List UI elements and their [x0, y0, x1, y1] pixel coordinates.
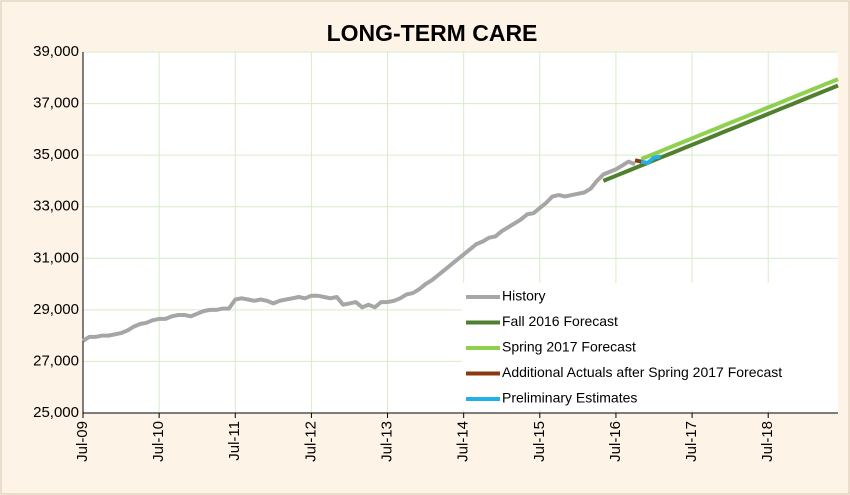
legend-label: Spring 2017 Forecast [502, 339, 636, 355]
x-tick-label: Jul-12 [302, 421, 319, 462]
chart-title: LONG-TERM CARE [327, 20, 538, 46]
y-tick-label: 33,000 [33, 198, 79, 215]
series-line [640, 77, 839, 161]
x-tick-label: Jul-16 [607, 421, 624, 462]
y-tick-label: 25,000 [33, 404, 79, 421]
legend-label: Additional Actuals after Spring 2017 For… [502, 364, 782, 380]
x-tick-label: Jul-13 [379, 421, 396, 462]
x-tick-label: Jul-09 [74, 421, 91, 462]
series-line [602, 83, 839, 183]
x-tick-label: Jul-17 [683, 421, 700, 462]
x-tick-label: Jul-15 [531, 421, 548, 462]
y-tick-label: 29,000 [33, 301, 79, 318]
y-tick-label: 37,000 [33, 95, 79, 112]
series-line [634, 158, 642, 164]
x-tick-label: Jul-10 [150, 421, 167, 462]
y-tick-label: 35,000 [33, 146, 79, 163]
y-tick-label: 39,000 [33, 43, 79, 60]
series-line [640, 154, 661, 165]
series-line [81, 159, 636, 343]
legend-label: Preliminary Estimates [502, 390, 637, 406]
legend-box [462, 283, 838, 410]
legend-label: Fall 2016 Forecast [502, 313, 618, 329]
y-tick-label: 31,000 [33, 249, 79, 266]
y-tick-label: 27,000 [33, 352, 79, 369]
legend-label: History [502, 288, 546, 304]
x-tick-label: Jul-11 [226, 421, 243, 461]
x-tick-label: Jul-14 [455, 421, 472, 462]
x-tick-label: Jul-18 [759, 421, 776, 462]
